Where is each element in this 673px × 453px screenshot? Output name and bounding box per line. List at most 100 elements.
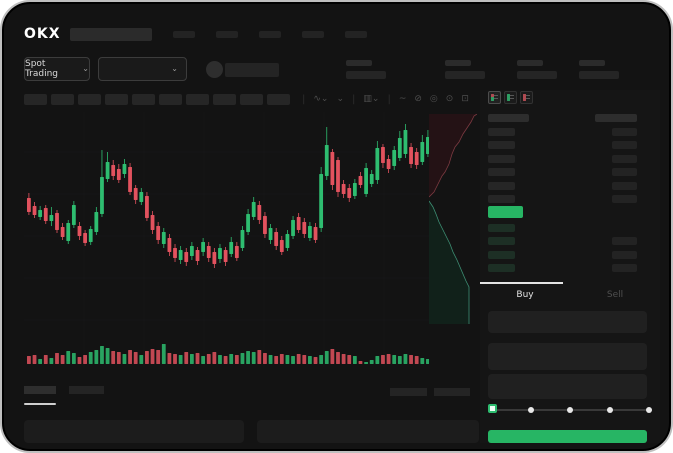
nav-link-skeleton[interactable]: [215, 30, 238, 38]
settings-icon[interactable]: ⊙: [445, 93, 454, 104]
candle-body: [375, 148, 380, 180]
timeframe-button-skeleton[interactable]: [240, 93, 263, 105]
orderbook-view-switcher: [488, 91, 533, 104]
line-type-icon[interactable]: ~: [398, 93, 407, 104]
timeframe-button-skeleton[interactable]: [105, 93, 128, 105]
volume-bar: [178, 355, 183, 364]
slider-stop-25[interactable]: [527, 407, 534, 413]
volume-bar: [324, 351, 329, 364]
volume-bar: [397, 356, 402, 364]
bottom-tab-active-skeleton[interactable]: [24, 386, 56, 394]
toolbar-skeletons: [24, 93, 294, 105]
fullscreen-icon[interactable]: ⊡: [461, 93, 469, 104]
bottom-right-skeleton[interactable]: [390, 388, 427, 396]
bottom-right-skeleton[interactable]: [434, 388, 470, 396]
orderbook-last-price[interactable]: [488, 206, 523, 218]
volume-bar: [88, 352, 93, 364]
volume-bar: [173, 354, 177, 364]
book-combined-icon[interactable]: [488, 91, 501, 104]
book-bids-icon[interactable]: [504, 91, 517, 104]
volume-bar: [71, 353, 76, 364]
ask-row-amount-skeleton[interactable]: [612, 128, 637, 136]
candle-body: [71, 205, 76, 225]
candle-body: [206, 246, 211, 258]
bid-row-price-skeleton[interactable]: [488, 224, 515, 232]
timeframe-button-skeleton[interactable]: [159, 93, 182, 105]
ask-row-price-skeleton[interactable]: [488, 181, 515, 190]
nav-link-skeleton[interactable]: [258, 30, 281, 38]
volume-bar: [195, 353, 200, 364]
ask-row-amount-skeleton[interactable]: [612, 141, 637, 150]
timeframe-button-skeleton[interactable]: [51, 93, 74, 105]
ticker-stat: [517, 58, 561, 82]
candlestick-chart[interactable]: [24, 112, 429, 367]
ask-row-price-skeleton[interactable]: [488, 168, 515, 177]
camera-icon[interactable]: ◎: [429, 93, 438, 104]
price-field-skeleton[interactable]: [488, 311, 647, 333]
timeframe-button-skeleton[interactable]: [78, 93, 101, 105]
bid-row-amount-skeleton[interactable]: [612, 264, 637, 273]
active-tab-indicator: [480, 282, 563, 284]
volume-bar: [319, 355, 324, 364]
slider-stop-75[interactable]: [606, 407, 613, 413]
bid-row-amount-skeleton[interactable]: [612, 250, 637, 259]
history-table-skeleton: [257, 420, 479, 443]
slider-stop-0[interactable]: [488, 404, 497, 413]
book-asks-icon[interactable]: [520, 91, 533, 104]
bid-row-price-skeleton[interactable]: [488, 237, 515, 246]
total-field-skeleton[interactable]: [488, 374, 647, 399]
chevron-down-icon[interactable]: ⌄: [336, 93, 345, 104]
pair-select-dropdown[interactable]: ⌄: [98, 57, 187, 81]
ask-row-price-skeleton[interactable]: [488, 195, 515, 203]
candle-body: [296, 217, 301, 230]
candle-body: [263, 216, 267, 234]
draw-icon[interactable]: ⊘: [414, 93, 422, 104]
amount-field-skeleton[interactable]: [488, 343, 647, 370]
ask-row-amount-skeleton[interactable]: [612, 168, 637, 177]
bid-row-amount-skeleton[interactable]: [612, 237, 637, 246]
ask-row-amount-skeleton[interactable]: [612, 154, 637, 163]
timeframe-button-skeleton[interactable]: [132, 93, 155, 105]
interval-wave-icon[interactable]: ∿⌄: [313, 93, 329, 104]
slider-stop-100[interactable]: [646, 407, 652, 413]
volume-bar: [375, 356, 380, 364]
bid-row-price-skeleton[interactable]: [488, 264, 515, 273]
depth-chart[interactable]: [429, 114, 477, 327]
market-type-dropdown[interactable]: Spot Trading ⌄: [24, 57, 90, 81]
candle-style-icon[interactable]: ▥⌄: [363, 93, 380, 104]
toolbar-separator: |: [302, 93, 306, 105]
candle-body: [212, 252, 217, 264]
slider-stop-50[interactable]: [567, 407, 573, 413]
candle-body: [291, 220, 295, 236]
ask-row-price-skeleton[interactable]: [488, 141, 515, 150]
volume-bar: [94, 350, 99, 364]
ask-row-amount-skeleton[interactable]: [612, 181, 637, 190]
volume-bar: [184, 352, 189, 364]
timeframe-button-skeleton[interactable]: [213, 93, 236, 105]
timeframe-button-skeleton[interactable]: [186, 93, 209, 105]
tab-buy[interactable]: Buy: [516, 290, 534, 300]
nav-link-skeleton[interactable]: [301, 30, 324, 38]
volume-bar: [212, 352, 217, 364]
nav-link-skeleton[interactable]: [172, 30, 195, 38]
volume-bar: [55, 353, 59, 364]
timeframe-button-skeleton[interactable]: [24, 93, 47, 105]
ticker-stat: [579, 58, 623, 82]
nav-primary-skeleton[interactable]: [69, 27, 152, 41]
ask-row-price-skeleton[interactable]: [488, 128, 515, 136]
tab-sell[interactable]: Sell: [606, 290, 624, 300]
toolbar-separator: |: [352, 93, 356, 105]
amount-slider[interactable]: [488, 401, 652, 419]
ask-row-amount-skeleton[interactable]: [612, 195, 637, 203]
bid-row-price-skeleton[interactable]: [488, 250, 515, 259]
candle-body: [319, 174, 324, 228]
volume-bar: [420, 358, 425, 364]
buy-button[interactable]: [488, 430, 647, 443]
nav-link-skeleton[interactable]: [344, 30, 367, 38]
candle-body: [66, 223, 71, 241]
bottom-tab-skeleton[interactable]: [69, 386, 104, 394]
candle-body: [330, 152, 335, 185]
volume-bar: [341, 354, 346, 364]
timeframe-button-skeleton[interactable]: [267, 93, 290, 105]
ask-row-price-skeleton[interactable]: [488, 154, 515, 163]
